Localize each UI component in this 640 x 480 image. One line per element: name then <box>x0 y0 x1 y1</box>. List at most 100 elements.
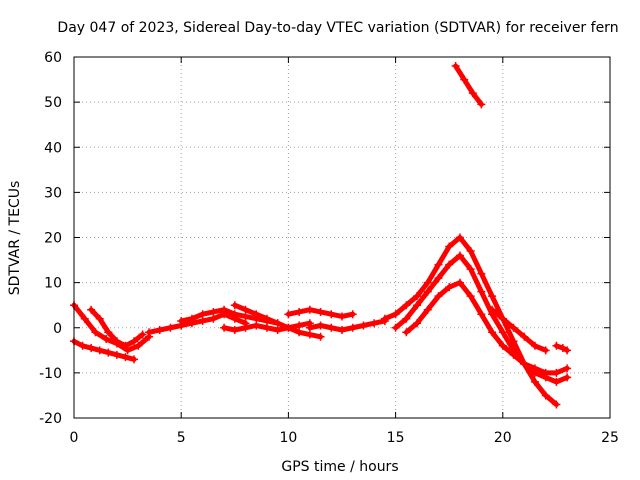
chart-title: Day 047 of 2023, Sidereal Day-to-day VTE… <box>57 20 618 36</box>
data-point <box>209 314 218 323</box>
data-point <box>305 323 314 332</box>
data-point <box>252 321 261 330</box>
data-point <box>466 292 475 301</box>
data-point <box>530 364 539 373</box>
y-tick-label: -20 <box>39 411 62 427</box>
data-point <box>95 314 104 323</box>
data-point <box>423 305 432 314</box>
data-point <box>348 323 357 332</box>
series-track-12 <box>402 278 572 377</box>
data-point <box>509 323 518 332</box>
series-track-2 <box>70 337 139 364</box>
series-track-8 <box>284 305 357 321</box>
data-point <box>241 305 250 314</box>
x-tick-label: 15 <box>387 430 405 446</box>
data-point <box>273 326 282 335</box>
data-point <box>423 287 432 296</box>
data-point <box>498 328 507 337</box>
data-point <box>563 346 572 355</box>
x-tick-label: 5 <box>177 430 186 446</box>
data-point <box>123 346 132 355</box>
data-point <box>466 265 475 274</box>
series-trace <box>489 307 549 353</box>
series-trace <box>403 280 570 376</box>
data-point <box>460 75 469 84</box>
series-track-9 <box>305 316 389 335</box>
data-point <box>198 316 207 325</box>
data-point <box>295 321 304 330</box>
series-trace <box>453 63 484 107</box>
data-point <box>541 391 550 400</box>
data-point <box>262 323 271 332</box>
data-point <box>305 330 314 339</box>
data-point <box>262 314 271 323</box>
data-point <box>209 307 218 316</box>
data-point <box>316 307 325 316</box>
data-point <box>130 337 139 346</box>
data-point <box>273 319 282 328</box>
x-tick-label: 20 <box>494 430 512 446</box>
data-point <box>445 242 454 251</box>
y-tick-label: 10 <box>44 276 62 292</box>
data-point <box>541 368 550 377</box>
data-point <box>445 260 454 269</box>
data-point <box>104 328 113 337</box>
data-point <box>78 341 87 350</box>
series-track-10 <box>380 233 561 409</box>
data-point <box>402 301 411 310</box>
data-point <box>102 335 111 344</box>
x-axis-label: GPS time / hours <box>281 459 398 475</box>
data-point <box>530 377 539 386</box>
series-trace <box>71 302 152 353</box>
data-series <box>70 62 572 409</box>
y-tick-label: 0 <box>53 321 62 337</box>
data-point <box>338 312 346 321</box>
y-tick-label: -10 <box>39 366 62 382</box>
data-point <box>230 326 239 335</box>
data-point <box>451 62 460 71</box>
data-point <box>402 328 411 337</box>
series-track-13 <box>488 305 550 355</box>
data-point <box>552 400 561 409</box>
data-point <box>455 278 464 287</box>
data-point <box>488 305 497 314</box>
data-point <box>552 368 561 377</box>
y-tick-label: 40 <box>44 140 62 156</box>
series-trace <box>178 307 281 326</box>
data-point <box>121 341 130 350</box>
data-point <box>87 344 96 353</box>
data-point <box>413 319 422 328</box>
series-track-7 <box>220 319 314 335</box>
data-point <box>95 346 104 355</box>
x-tick-label: 25 <box>601 430 619 446</box>
data-point <box>80 314 89 323</box>
series-track-4 <box>145 310 250 337</box>
data-point <box>434 260 443 269</box>
data-point <box>520 359 529 368</box>
data-point <box>563 364 572 373</box>
data-point <box>241 312 250 321</box>
data-point <box>121 353 130 362</box>
data-point <box>130 355 139 364</box>
data-point <box>166 323 175 332</box>
data-point <box>563 373 572 382</box>
data-point <box>87 305 96 314</box>
data-point <box>413 292 422 301</box>
series-track-14 <box>552 341 572 355</box>
x-tick-label: 0 <box>70 430 79 446</box>
data-point <box>380 314 389 323</box>
data-point <box>488 292 497 301</box>
data-point <box>241 323 250 332</box>
y-tick-label: 60 <box>44 50 62 66</box>
series-track-3 <box>87 305 147 350</box>
data-point <box>145 328 154 337</box>
y-axis-label: SDTVAR / TECUs <box>7 181 23 296</box>
data-point <box>402 314 411 323</box>
series-trace <box>382 235 559 407</box>
data-point <box>252 310 261 319</box>
data-point <box>558 344 567 353</box>
data-point <box>541 346 550 355</box>
data-point <box>187 314 196 323</box>
data-point <box>177 316 186 325</box>
data-point <box>295 328 304 337</box>
